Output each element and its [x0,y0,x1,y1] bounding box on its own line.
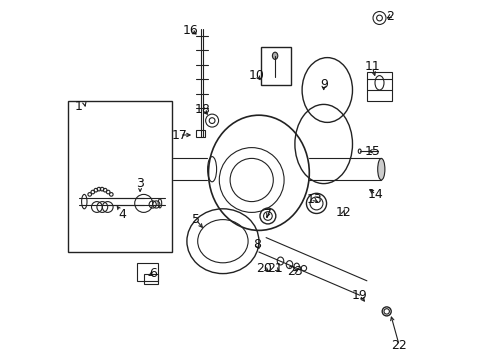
Text: 19: 19 [351,289,367,302]
Text: 8: 8 [253,238,261,251]
Text: 15: 15 [364,145,380,158]
Text: 21: 21 [266,262,283,275]
Text: 20: 20 [256,262,272,275]
Text: 1: 1 [75,100,82,113]
Text: 6: 6 [148,267,156,280]
Text: 11: 11 [364,60,379,73]
Text: 16: 16 [182,24,198,37]
Text: 3: 3 [136,177,144,190]
Ellipse shape [272,52,277,59]
Text: 2: 2 [386,10,393,23]
Text: 17: 17 [171,129,187,141]
Bar [143,274,158,284]
Text: 4: 4 [118,208,126,221]
Text: 23: 23 [286,265,302,278]
Text: 13: 13 [306,193,322,206]
Bar [366,72,391,101]
Text: 10: 10 [249,69,264,82]
Text: 5: 5 [191,213,200,226]
Bar [136,263,158,281]
Ellipse shape [377,158,384,180]
Text: 9: 9 [319,78,327,91]
Bar [196,130,204,137]
Bar [68,101,172,252]
Bar [260,47,291,85]
Text: 12: 12 [335,206,351,219]
Text: 7: 7 [264,208,271,221]
Text: 18: 18 [195,103,211,116]
Text: 14: 14 [367,188,383,201]
Text: 22: 22 [390,339,407,352]
